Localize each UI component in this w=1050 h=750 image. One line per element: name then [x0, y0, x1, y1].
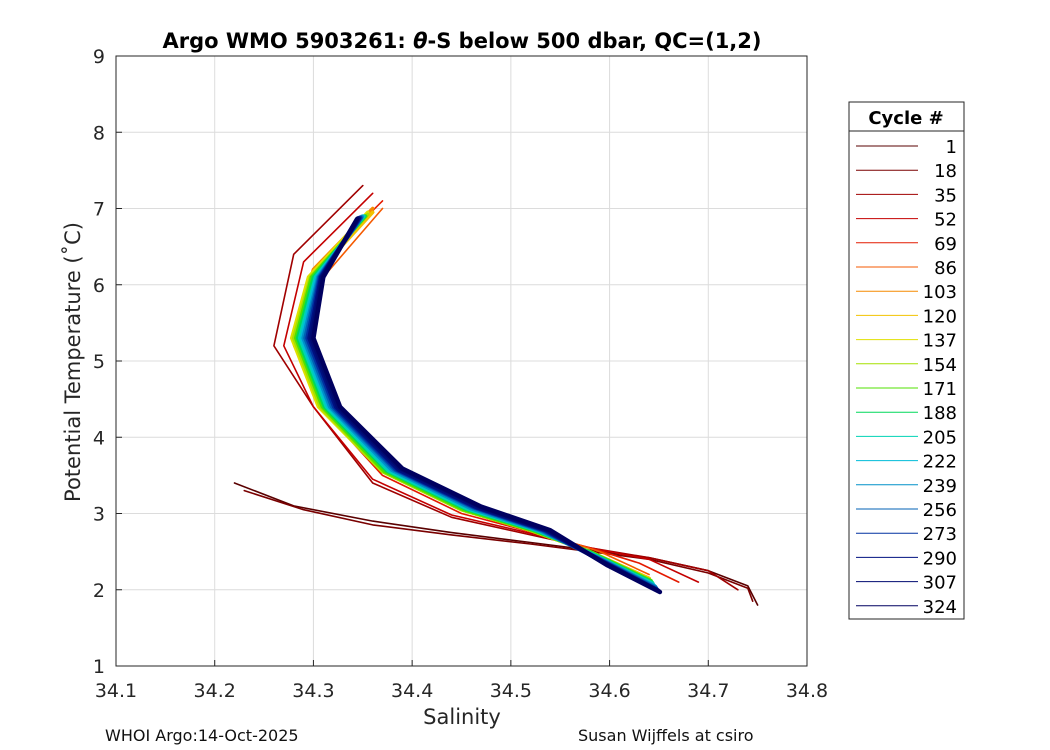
legend-label-103: 103 — [923, 282, 957, 303]
x-tick-label: 34.6 — [588, 680, 630, 702]
series-cycle-324 — [311, 216, 663, 595]
y-tick-label: 6 — [93, 275, 105, 297]
legend-label-307: 307 — [923, 573, 957, 594]
legend-label-290: 290 — [923, 548, 957, 569]
y-tick-label: 7 — [93, 199, 105, 221]
chart-title: Argo WMO 5903261: θ-S below 500 dbar, QC… — [162, 29, 761, 53]
series-layer — [233, 184, 759, 606]
x-tick-label: 34.1 — [95, 680, 137, 702]
y-tick-label: 4 — [93, 427, 105, 449]
chart-title-prefix: Argo WMO 5903261: — [162, 29, 413, 53]
y-tick-label: 8 — [93, 122, 105, 144]
grid-lines — [116, 56, 807, 666]
legend-label-239: 239 — [923, 476, 957, 497]
legend-label-205: 205 — [923, 427, 957, 448]
legend-label-324: 324 — [923, 597, 957, 618]
series-cycle-154 — [291, 212, 651, 582]
y-tick-label: 5 — [93, 351, 105, 373]
series-cycle-307 — [309, 216, 662, 594]
y-axis-label: Potential Temperature (˚C) — [61, 222, 85, 502]
x-tick-label: 34.4 — [391, 680, 433, 702]
series-cycle-205 — [297, 214, 655, 586]
chart-title-suffix: -S below 500 dbar, QC=(1,2) — [428, 29, 762, 53]
legend-label-273: 273 — [923, 524, 957, 545]
series-cycle-137 — [289, 210, 651, 581]
series-cycle-35 — [273, 184, 739, 591]
legend-label-18: 18 — [934, 161, 957, 182]
series-cycle-239 — [301, 214, 658, 589]
legend-label-188: 188 — [923, 403, 957, 424]
legend-label-1: 1 — [946, 137, 957, 158]
legend-label-256: 256 — [923, 500, 957, 521]
x-tick-label: 34.7 — [687, 680, 729, 702]
legend-label-86: 86 — [934, 258, 957, 279]
y-tick-label: 1 — [93, 656, 105, 678]
legend-title: Cycle # — [868, 108, 943, 129]
y-tick-label: 2 — [93, 580, 105, 602]
x-tick-label: 34.8 — [786, 680, 828, 702]
series-cycle-222 — [299, 214, 656, 587]
y-tick-label: 9 — [93, 46, 105, 68]
footer-credit: Susan Wijffels at csiro — [578, 726, 754, 745]
series-cycle-1 — [233, 482, 759, 606]
footer-source: WHOI Argo:14-Oct-2025 — [105, 726, 299, 745]
legend-label-69: 69 — [934, 234, 957, 255]
series-cycle-188 — [295, 214, 654, 584]
series-cycle-256 — [303, 215, 659, 591]
legend-label-35: 35 — [934, 185, 957, 206]
x-tick-label: 34.2 — [194, 680, 236, 702]
legend-label-154: 154 — [923, 355, 957, 376]
legend-label-137: 137 — [923, 331, 957, 352]
series-cycle-120 — [291, 210, 651, 581]
legend-label-52: 52 — [934, 210, 957, 231]
legend-label-171: 171 — [923, 379, 957, 400]
series-cycle-290 — [307, 216, 661, 593]
y-tick-label: 3 — [93, 504, 105, 526]
series-cycle-103 — [291, 206, 651, 581]
legend-label-120: 120 — [923, 306, 957, 327]
series-cycle-52 — [282, 192, 700, 583]
legend-label-222: 222 — [923, 452, 957, 473]
series-cycle-18 — [243, 489, 754, 603]
series-cycle-273 — [305, 215, 660, 593]
x-axis-label: Salinity — [423, 705, 501, 729]
legend: Cycle # 1 18 35 52 69 86 103 120 137 154 171 188 205… — [848, 101, 965, 620]
x-tick-label: 34.5 — [490, 680, 532, 702]
chart-title-theta: θ — [413, 29, 427, 53]
legend-items: 1 18 35 52 69 86 103 120 137 154 171 188 205 222 239 25… — [856, 137, 957, 618]
x-tick-label: 34.3 — [292, 680, 334, 702]
series-cycle-171 — [293, 214, 653, 583]
axis-ticks: 34.1 34.2 34.3 34.4 34.5 34.6 34.7 34.8 1 2 3 4 5 6 7 8… — [93, 46, 828, 702]
series-cycle-86 — [302, 207, 650, 576]
